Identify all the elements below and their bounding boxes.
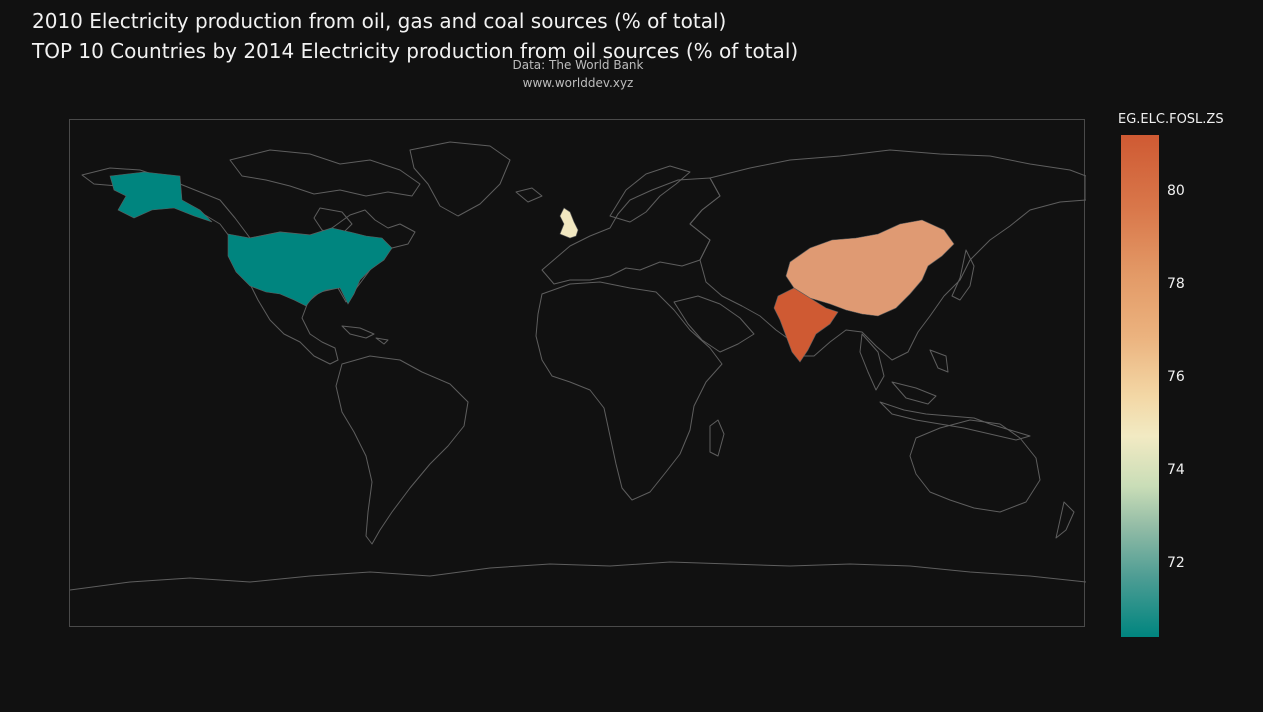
colorbar-tick: 72 xyxy=(1167,554,1185,571)
antarctica-outline xyxy=(70,561,1086,591)
australia-outline xyxy=(909,419,1041,513)
chart-title-line-1: 2010 Electricity production from oil, ga… xyxy=(32,9,727,33)
country-china[interactable] xyxy=(785,219,955,317)
colorbar-tick: 78 xyxy=(1167,275,1185,292)
source-annotation: Data: The World Bank xyxy=(512,58,644,72)
world-map[interactable] xyxy=(70,120,1086,628)
colorbar-tick: 80 xyxy=(1167,182,1185,199)
country-india[interactable] xyxy=(773,287,839,363)
japan-outline xyxy=(951,249,975,301)
southeast-asia-outline xyxy=(859,333,949,405)
scandinavia-outline xyxy=(609,165,691,223)
colorbar-tick: 74 xyxy=(1167,461,1185,478)
arctic-islands-outline xyxy=(229,149,421,197)
country-united-kingdom[interactable] xyxy=(559,207,579,239)
country-united-states[interactable] xyxy=(227,227,393,307)
arabia-outline xyxy=(673,295,755,353)
south-america-outline xyxy=(335,355,469,545)
coastlines xyxy=(70,141,1086,591)
asia-outline xyxy=(689,149,1086,361)
africa-outline xyxy=(535,281,723,501)
chart-title-line-2: TOP 10 Countries by 2014 Electricity pro… xyxy=(32,39,799,63)
greenland-outline xyxy=(409,141,511,217)
madagascar-outline xyxy=(709,419,725,457)
colorbar-title: EG.ELC.FOSL.ZS xyxy=(1118,112,1224,127)
highlighted-countries xyxy=(109,171,955,363)
new-zealand-outline xyxy=(1055,501,1075,539)
iceland-outline xyxy=(515,187,543,203)
caribbean-outline xyxy=(341,325,389,345)
map-frame[interactable] xyxy=(69,119,1086,628)
indonesia-outline xyxy=(879,401,1031,441)
country-united-states-alaska[interactable] xyxy=(109,171,213,223)
colorbar-tick: 76 xyxy=(1167,368,1185,385)
colorbar[interactable] xyxy=(1121,135,1159,637)
source-url-annotation: www.worlddev.xyz xyxy=(522,76,634,90)
